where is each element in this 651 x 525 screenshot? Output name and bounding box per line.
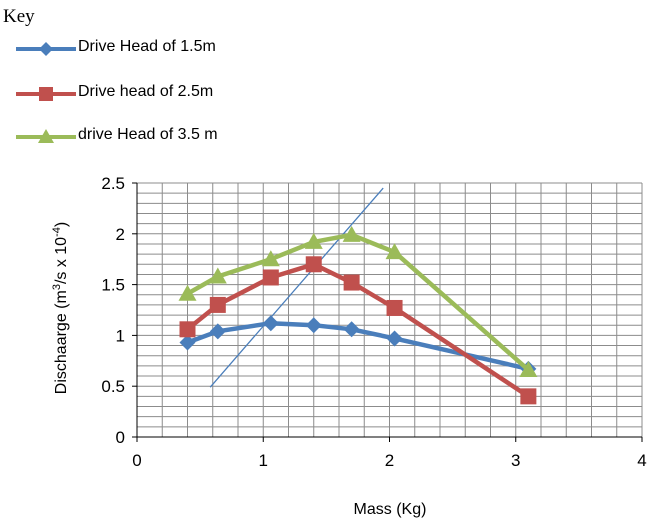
legend-label-series-3: drive Head of 3.5 m bbox=[78, 126, 218, 143]
y-tick-label: 1 bbox=[116, 326, 125, 345]
legend-marker-diamond bbox=[16, 42, 76, 56]
x-tick-label: 4 bbox=[637, 451, 646, 470]
data-point-square bbox=[209, 296, 226, 313]
series-1 bbox=[179, 315, 537, 377]
legend-marker-triangle bbox=[16, 129, 76, 143]
series-2 bbox=[179, 256, 537, 405]
series-3 bbox=[178, 225, 538, 377]
legend-key-title: Key bbox=[3, 6, 35, 27]
data-point-diamond bbox=[305, 317, 322, 334]
data-point-triangle bbox=[178, 284, 197, 301]
data-point-triangle bbox=[342, 225, 361, 242]
y-tick-label: 1.5 bbox=[101, 276, 125, 295]
data-point-triangle bbox=[385, 243, 404, 260]
data-point-square bbox=[343, 274, 360, 291]
data-point-square bbox=[520, 388, 537, 405]
data-point-square bbox=[262, 269, 279, 286]
data-point-diamond bbox=[262, 315, 279, 332]
x-tick-label: 1 bbox=[259, 451, 268, 470]
trend-line bbox=[209, 187, 384, 388]
legend-label-series-1: Drive Head of 1.5m bbox=[78, 38, 216, 55]
legend-marker-square bbox=[16, 87, 76, 101]
y-tick-label: 0 bbox=[116, 428, 125, 447]
data-point-square bbox=[386, 299, 403, 316]
y-tick-label: 2.5 bbox=[101, 174, 125, 193]
data-point-diamond bbox=[209, 323, 226, 340]
x-axis-title: Mass (Kg) bbox=[354, 501, 427, 518]
data-point-diamond bbox=[179, 334, 196, 351]
data-point-square bbox=[179, 321, 196, 338]
data-point-triangle bbox=[261, 250, 280, 267]
y-tick-label: 2 bbox=[116, 225, 125, 244]
x-tick-label: 2 bbox=[385, 451, 394, 470]
x-tick-label: 3 bbox=[511, 451, 520, 470]
y-tick-label: 0.5 bbox=[101, 377, 125, 396]
y-axis-title: Dischaarge (m3/s x 10-4) bbox=[51, 222, 70, 394]
x-tick-label: 0 bbox=[132, 451, 141, 470]
annotation-line bbox=[209, 187, 384, 388]
tick-labels: 0 0.5 1 1.5 2 2.5 0 1 2 3 4 bbox=[101, 174, 646, 470]
legend-label-series-2: Drive head of 2.5m bbox=[78, 83, 214, 100]
data-point-diamond bbox=[386, 330, 403, 347]
data-point-triangle bbox=[208, 267, 227, 284]
data-point-triangle bbox=[519, 360, 538, 377]
data-point-triangle bbox=[304, 232, 323, 249]
data-point-diamond bbox=[343, 321, 360, 338]
data-point-square bbox=[305, 256, 322, 273]
series-layer bbox=[178, 225, 538, 405]
series-line-3 bbox=[186, 232, 530, 372]
